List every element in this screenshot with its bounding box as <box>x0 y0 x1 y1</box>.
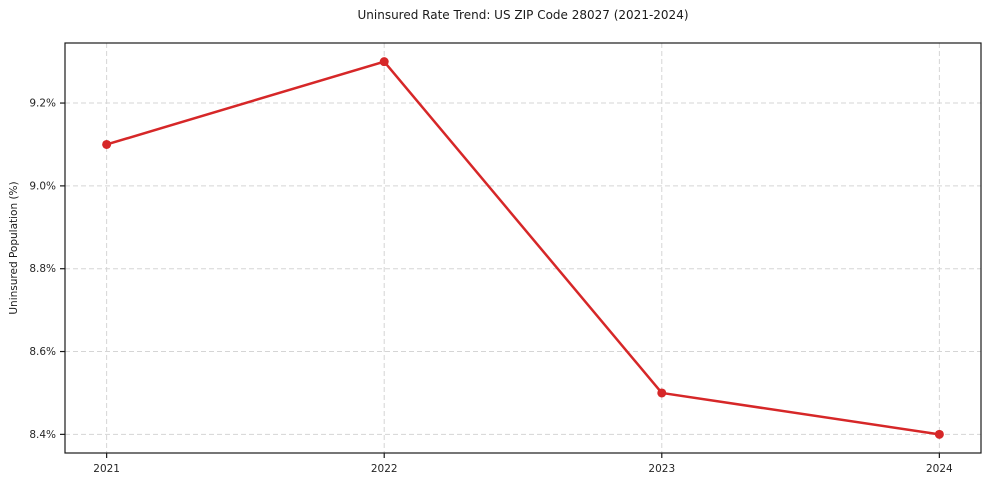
x-tick-label: 2024 <box>926 463 953 475</box>
y-tick-label: 9.0% <box>29 180 56 192</box>
y-tick-label: 8.4% <box>29 429 56 441</box>
x-tick-label: 2023 <box>648 463 675 475</box>
plot-frame <box>64 42 982 454</box>
data-point-2023 <box>657 388 667 398</box>
y-tick-label: 8.8% <box>29 263 56 275</box>
y-tick-label: 9.2% <box>29 98 56 110</box>
chart-title: Uninsured Rate Trend: US ZIP Code 28027 … <box>357 8 689 22</box>
trend-line <box>105 60 941 436</box>
data-point-2022 <box>379 57 389 67</box>
data-point-2024 <box>934 429 944 439</box>
x-tick-label: 2022 <box>371 463 398 475</box>
y-tick-label: 8.6% <box>29 346 56 358</box>
x-tick-label: 2021 <box>93 463 120 475</box>
data-point-2021 <box>102 139 112 149</box>
